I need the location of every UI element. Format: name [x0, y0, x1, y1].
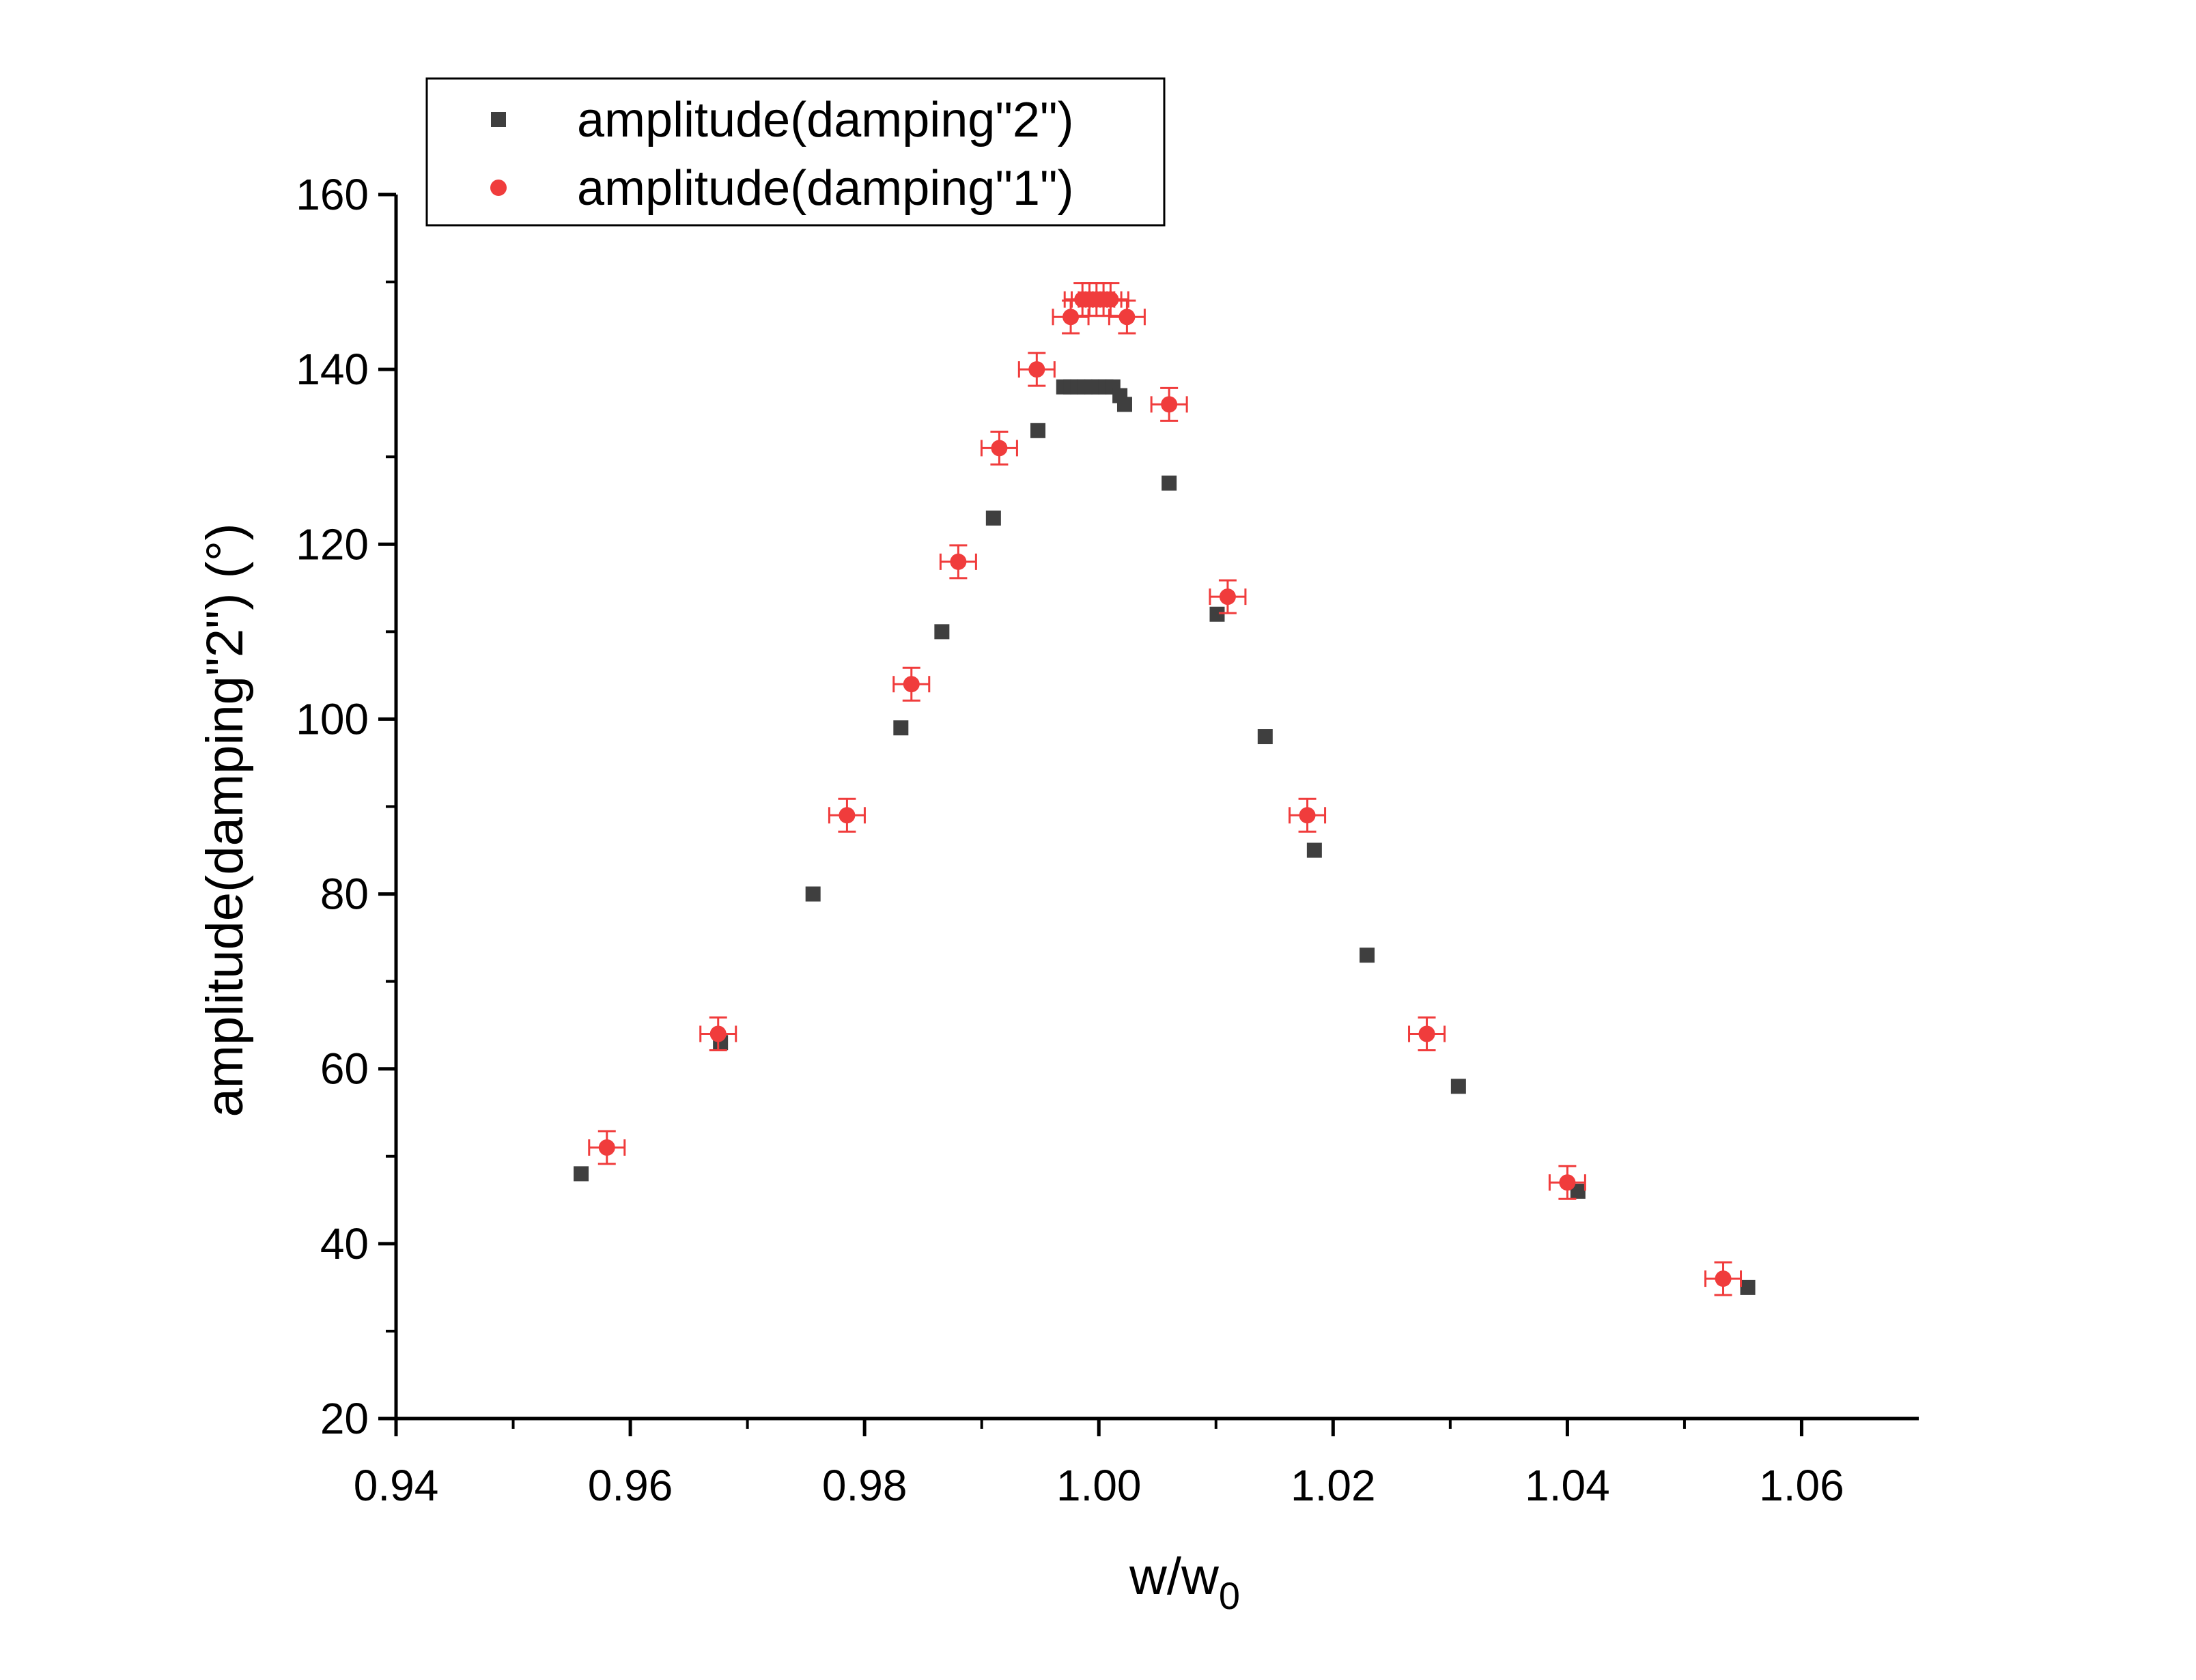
y-tick-label: 160 — [296, 170, 369, 219]
data-point — [903, 676, 920, 693]
x-tick-label: 0.96 — [588, 1461, 673, 1510]
legend-entries: amplitude(damping"2") amplitude(damping"1… — [490, 93, 1074, 216]
y-tick-label: 80 — [320, 870, 369, 919]
x-tick-label: 0.94 — [354, 1461, 439, 1510]
data-series — [574, 282, 1756, 1296]
data-point — [1740, 1279, 1756, 1295]
legend-marker — [491, 112, 506, 127]
data-point — [1161, 396, 1178, 413]
series-2 — [588, 282, 1743, 1296]
legend-marker — [490, 180, 507, 196]
axes: 0.94 0.96 0.98 1.00 1.02 1.04 1.06 20 40 60 80 100… — [296, 170, 1919, 1510]
data-point — [1418, 1025, 1435, 1042]
y-tick-label: 120 — [296, 519, 369, 569]
data-point — [950, 553, 967, 570]
x-tick-label: 0.98 — [822, 1461, 907, 1510]
legend-label: amplitude(damping"1") — [577, 161, 1074, 216]
error-bar — [699, 1016, 737, 1051]
x-tick-label: 1.06 — [1759, 1461, 1844, 1510]
y-tick-label: 140 — [296, 345, 369, 394]
data-point — [1102, 291, 1119, 308]
data-point — [574, 1166, 589, 1182]
data-point — [1559, 1174, 1576, 1191]
data-point — [1299, 807, 1316, 824]
data-point — [1062, 309, 1080, 326]
x-axis-title-subscript: 0 — [1219, 1574, 1240, 1617]
y-tick-label: 40 — [320, 1219, 369, 1268]
data-point — [934, 624, 950, 640]
data-point — [1028, 361, 1045, 378]
data-point — [1118, 309, 1136, 326]
legend: amplitude(damping"2") amplitude(damping"1… — [425, 77, 1166, 227]
data-point — [1162, 475, 1177, 491]
x-tick-label: 1.02 — [1291, 1461, 1376, 1510]
data-point — [839, 807, 856, 824]
x-tick-label: 1.00 — [1056, 1461, 1142, 1510]
y-axis-ticks: 20 40 60 80 100 120 140 160 — [296, 170, 396, 1443]
data-point — [893, 720, 909, 736]
y-tick-label: 100 — [296, 694, 369, 743]
y-tick-label: 20 — [320, 1394, 369, 1443]
data-point — [1306, 842, 1322, 858]
legend-entry: amplitude(damping"2") — [491, 93, 1074, 147]
legend-entry: amplitude(damping"1") — [490, 161, 1074, 216]
data-point — [1030, 423, 1046, 438]
data-point — [1116, 397, 1132, 412]
x-tick-label: 1.04 — [1525, 1461, 1610, 1510]
x-axis-title: w/w0 — [1129, 1548, 1240, 1617]
x-axis-ticks: 0.94 0.96 0.98 1.00 1.02 1.04 1.06 — [354, 1419, 1844, 1510]
data-point — [1715, 1270, 1732, 1287]
data-point — [1360, 948, 1375, 963]
data-point — [991, 440, 1008, 457]
legend-box — [425, 77, 1166, 227]
data-point — [1209, 606, 1225, 622]
y-tick-label: 60 — [320, 1044, 369, 1094]
series-1 — [574, 379, 1756, 1295]
y-axis-title: amplitude(damping"2") (°) — [196, 523, 254, 1117]
x-axis-title-main: w/w — [1129, 1548, 1220, 1606]
data-point — [1257, 729, 1273, 745]
data-point — [1219, 588, 1236, 606]
data-point — [805, 886, 821, 902]
legend-label: amplitude(damping"2") — [577, 93, 1074, 147]
data-point — [1450, 1079, 1466, 1094]
data-point — [709, 1025, 727, 1042]
data-point — [1570, 1184, 1586, 1199]
data-point — [598, 1139, 615, 1156]
data-point — [985, 510, 1001, 526]
